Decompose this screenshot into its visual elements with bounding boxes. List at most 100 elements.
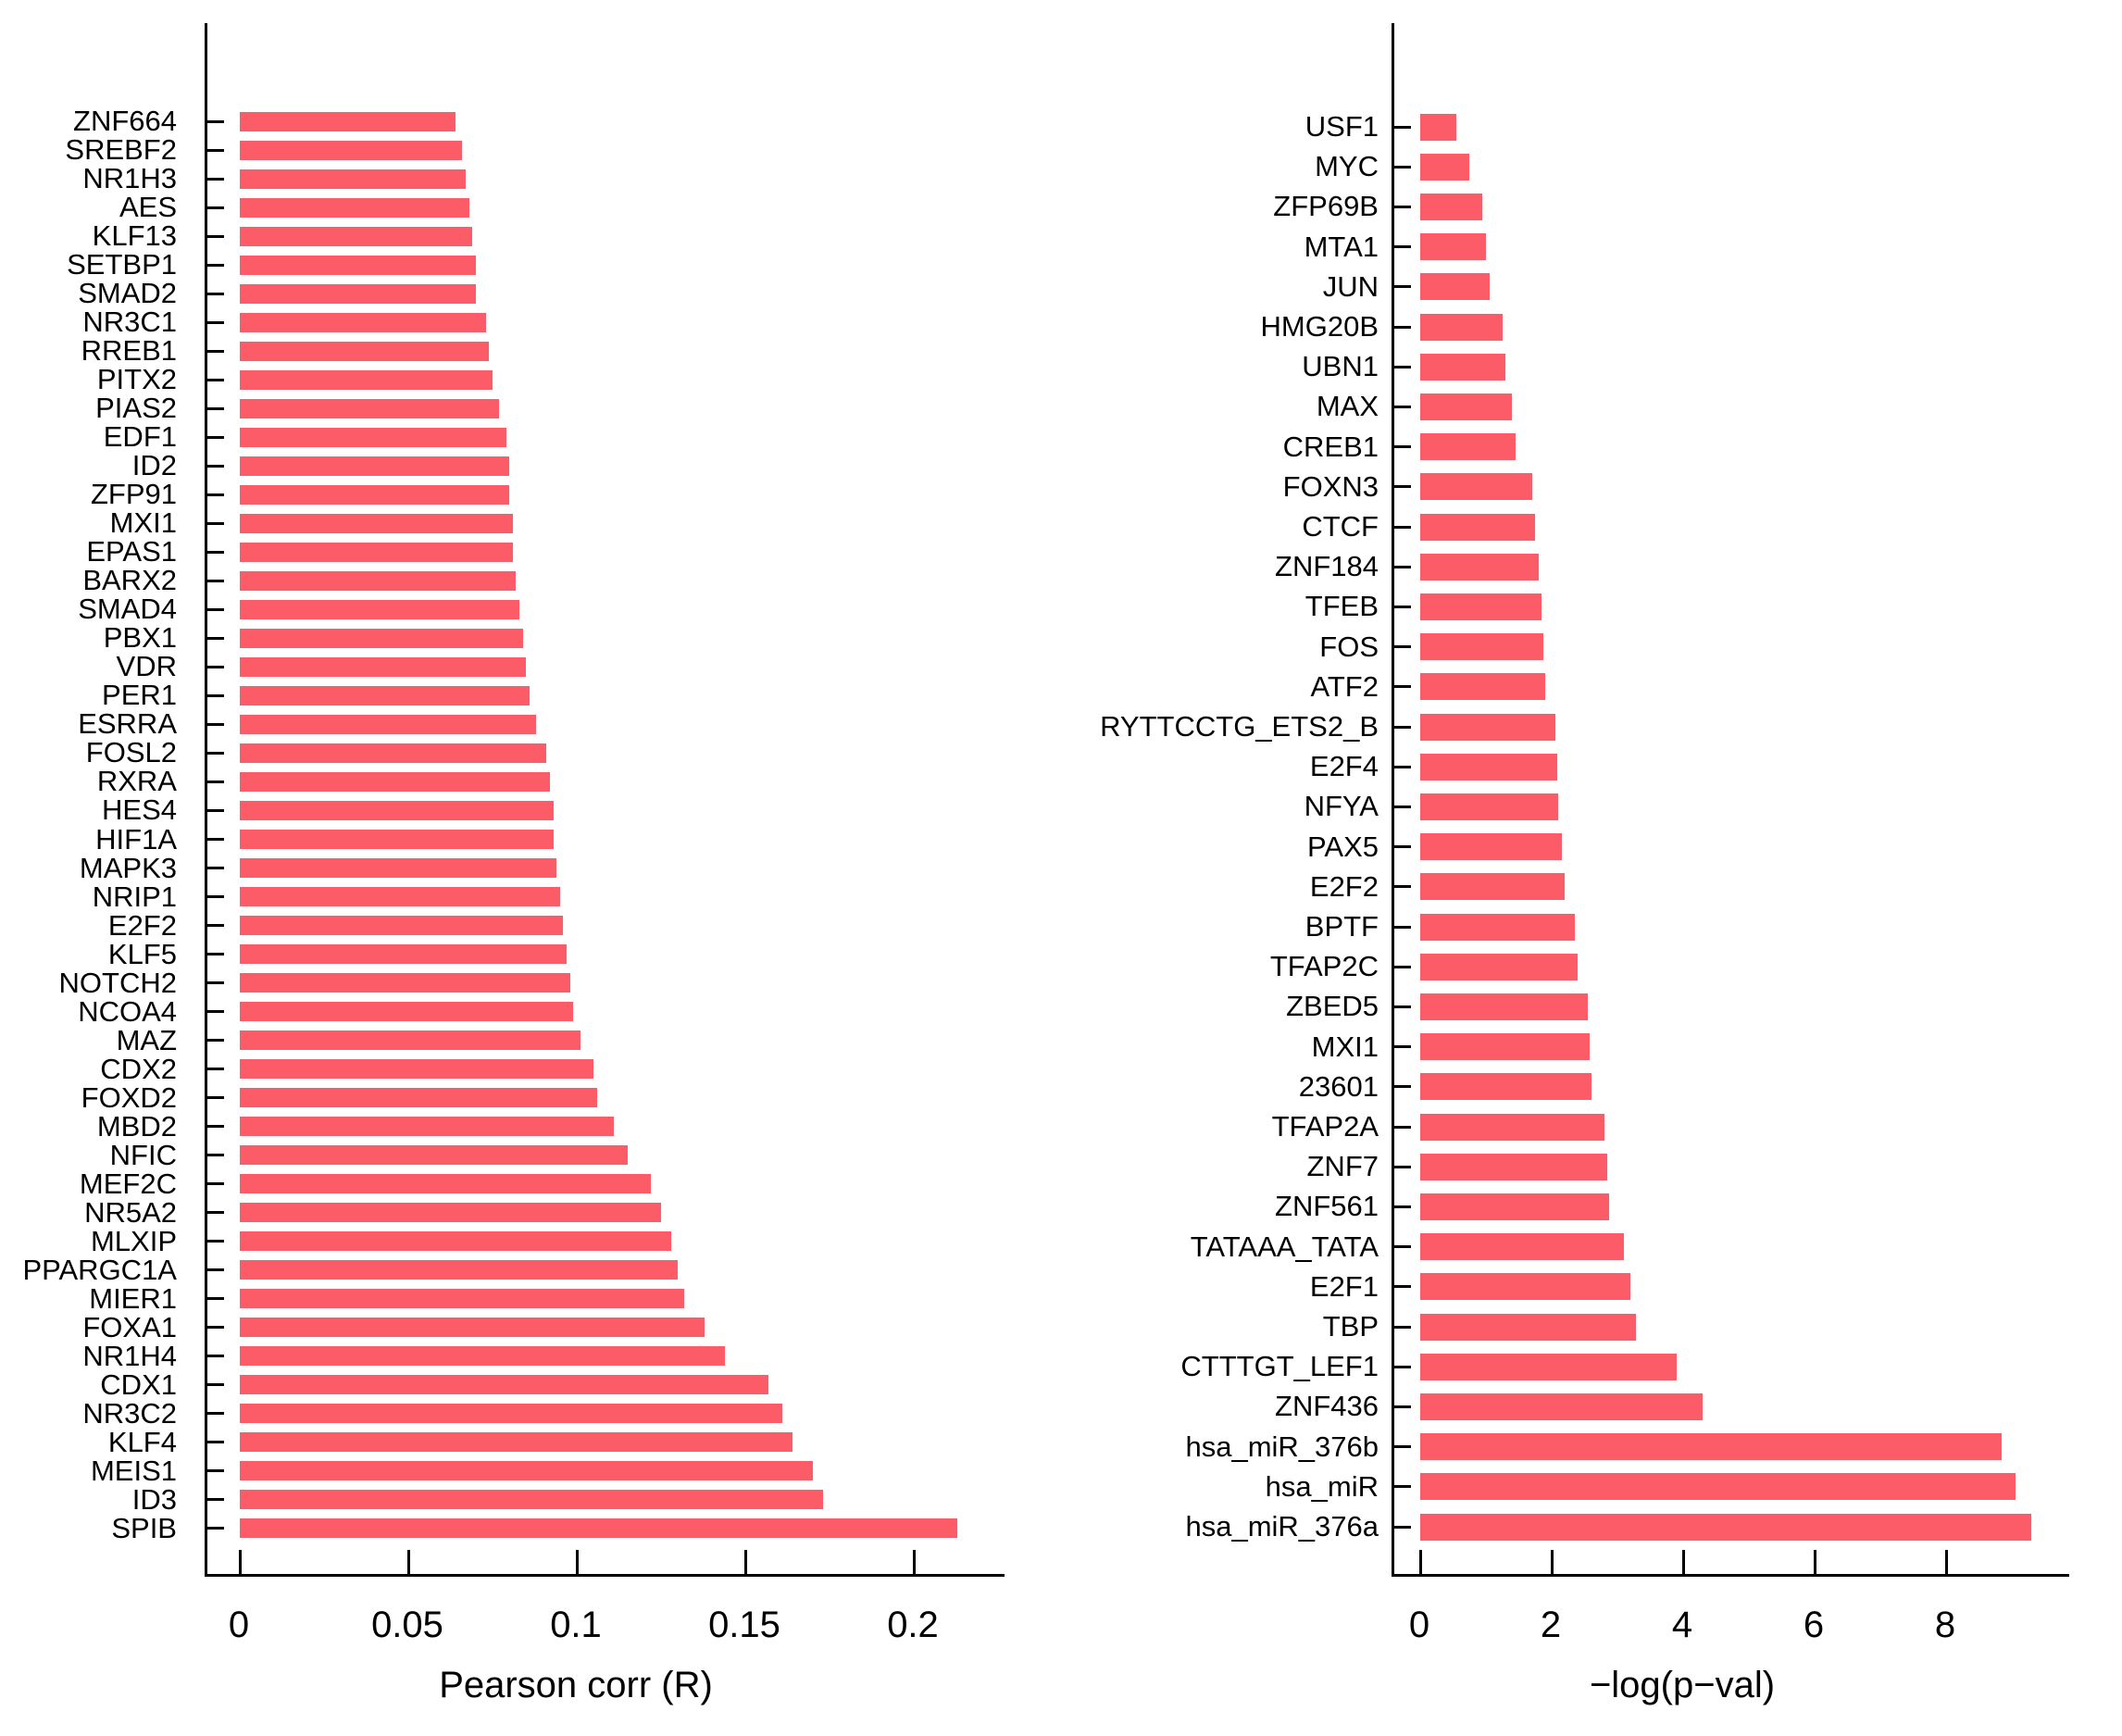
bar bbox=[240, 398, 500, 418]
x-axis-spine bbox=[1392, 1574, 2069, 1577]
x-tick bbox=[1814, 1550, 1816, 1574]
bar bbox=[240, 1432, 793, 1453]
bar-label: CREB1 bbox=[1282, 430, 1379, 463]
bar-label: PIAS2 bbox=[95, 392, 177, 425]
y-tick bbox=[206, 1441, 224, 1444]
bar bbox=[240, 973, 570, 993]
bar bbox=[1420, 273, 1490, 301]
bar bbox=[240, 197, 469, 218]
bar bbox=[240, 169, 466, 189]
y-tick bbox=[206, 206, 224, 209]
y-axis-spine bbox=[1392, 23, 1394, 1574]
bar-label: ID3 bbox=[131, 1482, 177, 1516]
y-tick bbox=[1393, 725, 1411, 729]
y-tick bbox=[1393, 685, 1411, 689]
y-tick bbox=[1393, 805, 1411, 808]
bar bbox=[1420, 113, 1457, 141]
bar bbox=[240, 369, 493, 390]
bar-label: PER1 bbox=[102, 679, 177, 712]
bar bbox=[1420, 313, 1503, 341]
y-tick bbox=[1393, 325, 1411, 329]
y-tick bbox=[206, 838, 224, 841]
y-tick bbox=[1393, 1325, 1411, 1329]
bar-label: ZNF184 bbox=[1275, 550, 1379, 583]
x-axis-spine bbox=[205, 1574, 1005, 1577]
x-tick bbox=[1682, 1550, 1685, 1574]
bar-label: MAPK3 bbox=[79, 851, 177, 884]
y-tick bbox=[206, 263, 224, 267]
bar-label: NFIC bbox=[109, 1138, 177, 1171]
y-tick bbox=[1393, 1045, 1411, 1049]
x-axis-title: Pearson corr (R) bbox=[439, 1665, 713, 1705]
bar bbox=[1420, 1153, 1607, 1180]
bar-label: TATAAA_TATA bbox=[1190, 1230, 1379, 1263]
y-tick bbox=[206, 751, 224, 755]
bar-label: EDF1 bbox=[103, 420, 177, 454]
bar-label: CDX1 bbox=[100, 1368, 177, 1401]
bar bbox=[240, 1518, 958, 1539]
bar-label: MBD2 bbox=[96, 1109, 177, 1143]
bar bbox=[240, 1002, 574, 1022]
bar-label: NCOA4 bbox=[78, 994, 177, 1028]
bar-label: PITX2 bbox=[96, 363, 177, 396]
y-tick bbox=[1393, 1125, 1411, 1129]
y-tick bbox=[206, 1125, 224, 1129]
bar bbox=[1420, 833, 1562, 861]
bar-label: MTA1 bbox=[1304, 230, 1379, 263]
y-tick bbox=[1393, 1165, 1411, 1168]
bar bbox=[240, 1404, 783, 1424]
x-tick-label: 8 bbox=[1934, 1605, 1956, 1645]
y-tick bbox=[206, 1039, 224, 1043]
y-tick bbox=[1393, 885, 1411, 889]
bar bbox=[240, 1289, 685, 1309]
bar-label: SREBF2 bbox=[65, 133, 177, 167]
y-tick bbox=[206, 1498, 224, 1502]
bar-label: MYC bbox=[1315, 150, 1379, 183]
bar bbox=[1420, 793, 1559, 820]
y-tick bbox=[206, 349, 224, 353]
bar-label: RREB1 bbox=[81, 334, 177, 368]
x-tick bbox=[407, 1550, 410, 1574]
y-tick bbox=[206, 636, 224, 640]
y-tick bbox=[206, 1469, 224, 1473]
bar bbox=[240, 1346, 726, 1367]
x-tick bbox=[1945, 1550, 1948, 1574]
y-tick bbox=[206, 1068, 224, 1071]
y-tick bbox=[206, 1326, 224, 1330]
y-tick bbox=[206, 780, 224, 783]
bar-label: NR5A2 bbox=[84, 1195, 177, 1229]
bar-label: KLF4 bbox=[107, 1425, 177, 1458]
y-tick bbox=[1393, 405, 1411, 408]
bar-label: JUN bbox=[1322, 269, 1379, 303]
x-tick-label: 0.1 bbox=[550, 1605, 602, 1645]
bar-label: NR1H4 bbox=[82, 1339, 177, 1372]
bar-label: SPIB bbox=[111, 1511, 177, 1544]
bar bbox=[240, 1059, 594, 1080]
bar bbox=[240, 312, 486, 332]
bar bbox=[240, 800, 554, 820]
y-axis-spine bbox=[205, 23, 207, 1574]
bar bbox=[1420, 1393, 1704, 1420]
x-axis-title: −log(p−val) bbox=[1589, 1665, 1776, 1705]
bar-label: ZFP91 bbox=[90, 478, 177, 511]
bar bbox=[240, 341, 490, 361]
bar-label: ZNF561 bbox=[1275, 1190, 1379, 1223]
y-tick bbox=[1393, 1485, 1411, 1489]
y-tick bbox=[1393, 1445, 1411, 1449]
bar bbox=[1420, 1193, 1609, 1220]
x-tick bbox=[744, 1550, 747, 1574]
x-tick-label: 6 bbox=[1803, 1605, 1825, 1645]
bar bbox=[1420, 1113, 1604, 1141]
bar bbox=[240, 916, 564, 936]
bar-label: MLXIP bbox=[90, 1224, 177, 1257]
bar-label: RXRA bbox=[96, 765, 177, 798]
bar bbox=[1420, 433, 1516, 461]
y-tick bbox=[206, 550, 224, 554]
bar bbox=[240, 1461, 813, 1481]
bar bbox=[240, 1030, 580, 1051]
y-tick bbox=[206, 895, 224, 899]
bar-label: MIER1 bbox=[89, 1281, 177, 1315]
bar-label: E2F2 bbox=[1309, 869, 1379, 903]
bar bbox=[1420, 993, 1589, 1020]
